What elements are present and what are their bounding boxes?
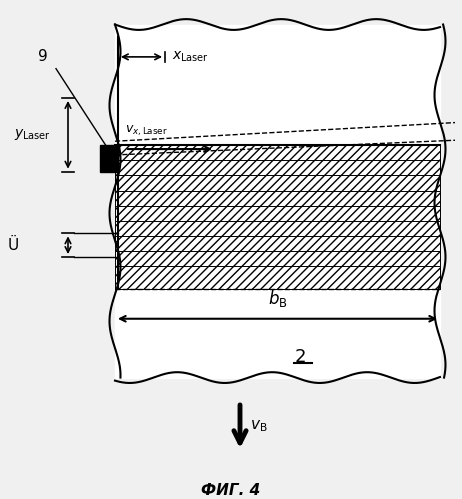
Text: ФИГ. 4: ФИГ. 4 [201, 483, 261, 498]
Polygon shape [115, 221, 440, 244]
Polygon shape [115, 176, 440, 199]
Bar [115, 24, 440, 378]
Text: $v_{x,\mathregular{Laser}}$: $v_{x,\mathregular{Laser}}$ [125, 124, 168, 138]
Polygon shape [115, 191, 440, 214]
Polygon shape [115, 145, 440, 168]
Polygon shape [115, 251, 440, 274]
Polygon shape [115, 160, 440, 183]
Bar [100, 145, 118, 172]
Text: $x_{\mathregular{Laser}}$: $x_{\mathregular{Laser}}$ [172, 50, 209, 64]
Text: Ü: Ü [8, 238, 19, 252]
Text: $b_{\mathregular{B}}$: $b_{\mathregular{B}}$ [267, 288, 287, 309]
Text: $v_{\mathregular{B}}$: $v_{\mathregular{B}}$ [250, 419, 267, 435]
Text: 9: 9 [38, 49, 48, 64]
Text: $y_{\mathregular{Laser}}$: $y_{\mathregular{Laser}}$ [14, 127, 51, 142]
Polygon shape [115, 236, 440, 259]
Text: 2: 2 [295, 348, 306, 366]
Polygon shape [115, 206, 440, 229]
Polygon shape [115, 266, 440, 289]
